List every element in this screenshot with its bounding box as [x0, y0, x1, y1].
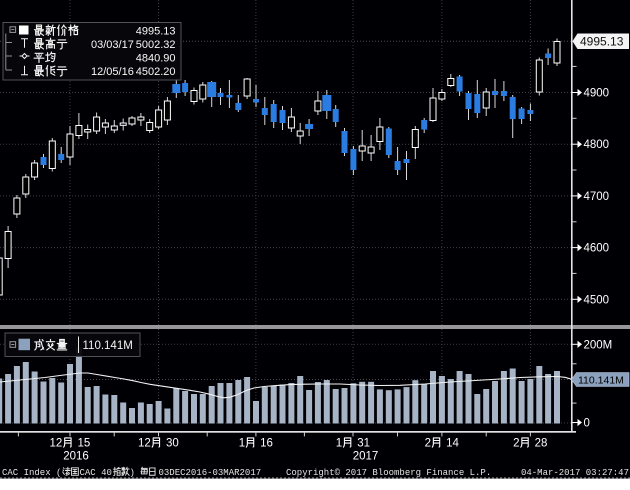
- svg-text:1: 1: [336, 437, 342, 449]
- svg-text:4900: 4900: [584, 88, 610, 100]
- svg-text:4700: 4700: [584, 191, 610, 203]
- svg-text:110.141M: 110.141M: [83, 340, 133, 352]
- svg-text:12/05/16: 12/05/16: [91, 66, 134, 78]
- svg-text:110.141M: 110.141M: [578, 374, 624, 386]
- svg-text:5002.32: 5002.32: [136, 39, 176, 51]
- svg-text:2: 2: [513, 437, 519, 449]
- svg-text:200M: 200M: [584, 339, 613, 351]
- svg-text:Copyright© 2017 Bloomberg Fina: Copyright© 2017 Bloomberg Finance L.P.: [286, 468, 491, 478]
- svg-text:03DEC2016-03MAR2017: 03DEC2016-03MAR2017: [159, 468, 262, 478]
- svg-text:2017: 2017: [353, 451, 379, 463]
- svg-text:4800: 4800: [584, 139, 610, 151]
- svg-text:4995.13: 4995.13: [136, 25, 176, 37]
- svg-text:4840.90: 4840.90: [136, 52, 176, 64]
- svg-text:04-Mar-2017 03:27:47: 04-Mar-2017 03:27:47: [521, 468, 629, 478]
- svg-text:2016: 2016: [63, 451, 89, 463]
- svg-text:4500: 4500: [584, 294, 610, 306]
- svg-text:4995.13: 4995.13: [580, 35, 624, 49]
- svg-text:12: 12: [50, 437, 63, 449]
- svg-text:03/03/17: 03/03/17: [91, 39, 134, 51]
- svg-text:15: 15: [78, 437, 91, 449]
- svg-text:): ): [130, 468, 135, 478]
- svg-text:2: 2: [425, 437, 431, 449]
- svg-text:4600: 4600: [584, 243, 610, 255]
- svg-text:14: 14: [446, 437, 459, 449]
- svg-text:16: 16: [260, 437, 273, 449]
- svg-text:12: 12: [138, 437, 151, 449]
- svg-text:0: 0: [584, 418, 590, 430]
- svg-text:30: 30: [166, 437, 179, 449]
- svg-text:28: 28: [535, 437, 548, 449]
- svg-text:CAC 40: CAC 40: [80, 468, 112, 478]
- svg-text:31: 31: [357, 437, 370, 449]
- svg-text:4502.20: 4502.20: [136, 66, 176, 78]
- svg-text:CAC Index (: CAC Index (: [2, 468, 61, 478]
- svg-text:1: 1: [239, 437, 245, 449]
